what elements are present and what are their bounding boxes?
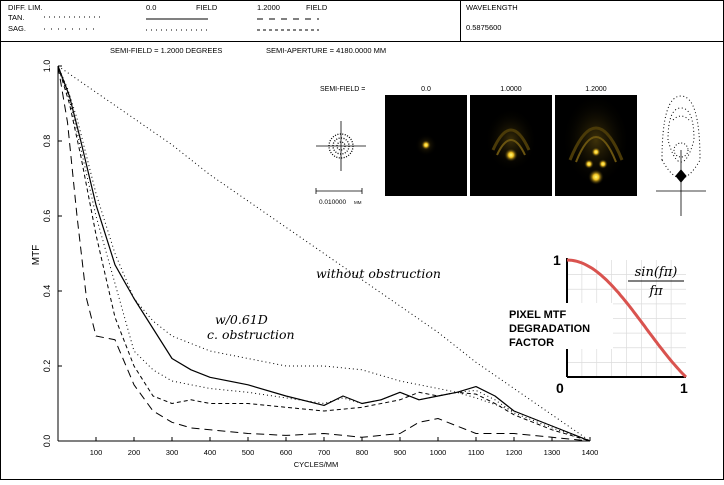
annotation-obstruction-line2: c. obstruction bbox=[207, 327, 295, 342]
psf-field-label-0: 0.0 bbox=[421, 86, 431, 93]
mtf-series bbox=[57, 65, 591, 442]
x-tick-label: 400 bbox=[204, 448, 217, 457]
y-tick-label: 1.0 bbox=[42, 60, 52, 73]
inset-formula-numerator: sin(fπ) bbox=[635, 265, 678, 280]
scale-bar-value: 0.010000 bbox=[319, 199, 346, 206]
legend-diff-lim-label: DIFF. LIM. bbox=[8, 3, 43, 12]
annotation-without-obstruction: without obstruction bbox=[316, 266, 441, 281]
psf-image-field-2 bbox=[555, 94, 637, 196]
psf-field-label-1: 1.0000 bbox=[500, 86, 522, 93]
header-frame bbox=[0, 0, 724, 42]
x-tick-label: 600 bbox=[280, 448, 293, 457]
legend-field-1-value: 0.0 bbox=[146, 3, 156, 12]
x-tick-label: 300 bbox=[166, 448, 179, 457]
y-tick-label: 0.0 bbox=[42, 435, 52, 448]
legend-field-1-label: FIELD bbox=[196, 3, 218, 12]
x-tick-label: 900 bbox=[394, 448, 407, 457]
inset-x-tick-0: 0 bbox=[556, 380, 564, 396]
y-tick-label: 0.8 bbox=[42, 135, 52, 148]
scale-bar: 0.010000 MM bbox=[315, 188, 363, 206]
inset-title-backdrop bbox=[508, 303, 613, 349]
y-tick-label: 0.4 bbox=[42, 285, 52, 298]
pixel-mtf-inset: 1 0 1 sin(fπ) fπ PIXEL MTF DEGRADATION F… bbox=[508, 252, 688, 396]
x-tick-label: 1000 bbox=[430, 448, 447, 457]
inset-x-tick-1: 1 bbox=[680, 380, 688, 396]
inset-title-line1: PIXEL MTF bbox=[509, 309, 567, 321]
inset-y-tick-1: 1 bbox=[553, 252, 561, 268]
x-tick-label: 500 bbox=[242, 448, 255, 457]
spot-diagram-on-axis bbox=[316, 121, 366, 171]
x-tick-label: 100 bbox=[90, 448, 103, 457]
y-tick-label: 0.2 bbox=[42, 360, 52, 373]
x-tick-label: 1100 bbox=[468, 448, 484, 457]
series-line-field-1-2-tan bbox=[57, 65, 591, 442]
legend-sag-label: SAG. bbox=[8, 24, 26, 33]
psf-semi-field-label: SEMI-FIELD = bbox=[320, 86, 365, 93]
x-tick-label: 1300 bbox=[544, 448, 561, 457]
inset-title-line2: DEGRADATION bbox=[509, 323, 590, 335]
annotation-obstruction-line1: w/0.61D bbox=[215, 312, 268, 327]
spot-diagram-off-axis bbox=[656, 95, 706, 216]
semi-aperture-info: SEMI-APERTURE = 4180.0000 MM bbox=[266, 46, 386, 55]
x-axis-label: CYCLES/MM bbox=[294, 460, 339, 469]
psf-panel: SEMI-FIELD = 0.0 1.0000 1.2000 bbox=[315, 86, 706, 216]
psf-image-field-1 bbox=[470, 95, 552, 196]
y-axis-label: MTF bbox=[31, 245, 42, 266]
scale-bar-unit: MM bbox=[354, 200, 362, 205]
x-tick-label: 1200 bbox=[506, 448, 523, 457]
x-tick-label: 800 bbox=[356, 448, 369, 457]
inset-title-line3: FACTOR bbox=[509, 337, 554, 349]
series-line-field-0-tan bbox=[57, 65, 591, 442]
wavelength-value: 0.5875600 bbox=[466, 23, 501, 32]
wavelength-label: WAVELENGTH bbox=[466, 3, 518, 12]
inset-sinc-curve bbox=[566, 258, 688, 379]
psf-image-field-0 bbox=[385, 95, 467, 196]
mtf-axes: 0.0 0.2 0.4 0.6 0.8 1.0 100 200 300 400 500 600 700 8… bbox=[42, 60, 598, 457]
legend-field-2-label: FIELD bbox=[306, 3, 328, 12]
psf-field-label-2: 1.2000 bbox=[585, 86, 607, 93]
x-tick-label: 700 bbox=[318, 448, 331, 457]
series-line-field-1-2-sag bbox=[57, 65, 591, 442]
legend-field-2-value: 1.2000 bbox=[257, 3, 280, 12]
y-tick-label: 0.6 bbox=[42, 210, 52, 223]
inset-formula-denominator: fπ bbox=[648, 284, 663, 299]
semi-field-info: SEMI-FIELD = 1.2000 DEGREES bbox=[110, 46, 222, 55]
legend-tan-label: TAN. bbox=[8, 13, 25, 22]
x-tick-label: 200 bbox=[128, 448, 141, 457]
x-tick-label: 1400 bbox=[582, 448, 599, 457]
header-legend: DIFF. LIM. TAN. SAG. 0.0 FIELD 1.2000 FI… bbox=[8, 3, 518, 33]
